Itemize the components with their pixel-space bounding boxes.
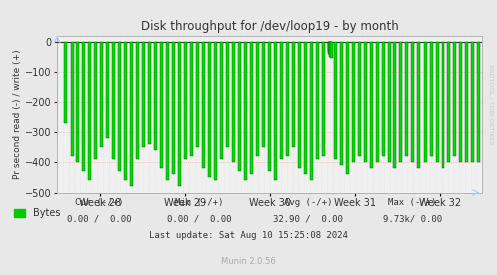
Bar	[292, 42, 295, 147]
Bar	[106, 42, 109, 138]
Bar	[238, 42, 241, 171]
Bar	[304, 42, 307, 174]
Bar	[388, 42, 391, 162]
Bar	[423, 42, 426, 162]
Bar	[400, 42, 403, 162]
Text: 9.73k/ 0.00: 9.73k/ 0.00	[383, 214, 442, 223]
Bar	[214, 42, 217, 180]
Bar	[64, 42, 67, 123]
Bar	[202, 42, 205, 168]
Text: 0.00 /  0.00: 0.00 / 0.00	[166, 214, 231, 223]
Bar	[160, 42, 163, 168]
Bar	[310, 42, 313, 180]
Bar	[447, 42, 450, 162]
Bar	[112, 42, 115, 159]
Bar	[394, 42, 397, 168]
Bar	[453, 42, 456, 156]
Bar	[88, 42, 91, 180]
Bar	[250, 42, 253, 174]
Text: Max (-/+): Max (-/+)	[388, 198, 437, 207]
Bar	[124, 42, 127, 180]
Bar	[100, 42, 103, 147]
Bar	[322, 42, 325, 156]
Bar	[184, 42, 187, 159]
Bar	[71, 42, 74, 156]
Bar	[232, 42, 235, 162]
Bar	[465, 42, 468, 162]
Text: 0.00 /  0.00: 0.00 / 0.00	[67, 214, 132, 223]
Bar	[256, 42, 259, 156]
Text: Last update: Sat Aug 10 15:25:08 2024: Last update: Sat Aug 10 15:25:08 2024	[149, 231, 348, 240]
Bar	[268, 42, 271, 171]
Text: Cur (-/+): Cur (-/+)	[75, 198, 124, 207]
Bar	[376, 42, 379, 162]
Bar	[262, 42, 265, 147]
Bar	[130, 42, 133, 186]
Bar	[226, 42, 229, 147]
Bar	[329, 42, 332, 55]
Text: Munin 2.0.56: Munin 2.0.56	[221, 257, 276, 266]
Bar	[346, 42, 349, 174]
Bar	[334, 42, 337, 159]
Bar	[330, 42, 332, 58]
Bar	[220, 42, 223, 159]
Bar	[328, 42, 331, 51]
Bar	[406, 42, 409, 156]
Bar	[477, 42, 480, 162]
Bar	[435, 42, 438, 162]
Bar	[190, 42, 193, 156]
Bar	[94, 42, 97, 159]
Bar	[364, 42, 367, 162]
Legend: Bytes: Bytes	[10, 204, 65, 222]
Text: 32.90 /  0.00: 32.90 / 0.00	[273, 214, 343, 223]
Bar	[358, 42, 361, 156]
Bar	[154, 42, 157, 150]
Bar	[340, 42, 343, 165]
Bar	[459, 42, 462, 162]
Bar	[172, 42, 175, 174]
Bar	[370, 42, 373, 168]
Bar	[352, 42, 355, 162]
Bar	[316, 42, 319, 159]
Bar	[412, 42, 414, 162]
Bar	[429, 42, 432, 156]
Text: Avg (-/+): Avg (-/+)	[284, 198, 332, 207]
Bar	[142, 42, 145, 147]
Bar	[244, 42, 247, 180]
Text: RRDTOOL / TOBI OETIKER: RRDTOOL / TOBI OETIKER	[489, 64, 494, 145]
Bar	[298, 42, 301, 168]
Bar	[417, 42, 420, 168]
Bar	[178, 42, 181, 186]
Bar	[208, 42, 211, 177]
Bar	[136, 42, 139, 159]
Bar	[196, 42, 199, 147]
Title: Disk throughput for /dev/loop19 - by month: Disk throughput for /dev/loop19 - by mon…	[141, 20, 399, 33]
Bar	[280, 42, 283, 159]
Bar	[330, 42, 332, 57]
Bar	[382, 42, 385, 156]
Bar	[166, 42, 169, 180]
Bar	[274, 42, 277, 180]
Bar	[82, 42, 85, 171]
Bar	[286, 42, 289, 156]
Bar	[76, 42, 79, 162]
Bar	[329, 42, 331, 54]
Bar	[148, 42, 151, 144]
Text: Min (-/+): Min (-/+)	[174, 198, 223, 207]
Bar	[118, 42, 121, 171]
Bar	[328, 42, 331, 52]
Bar	[471, 42, 474, 162]
Bar	[441, 42, 444, 168]
Y-axis label: Pr second read (-) / write (+): Pr second read (-) / write (+)	[13, 49, 22, 179]
